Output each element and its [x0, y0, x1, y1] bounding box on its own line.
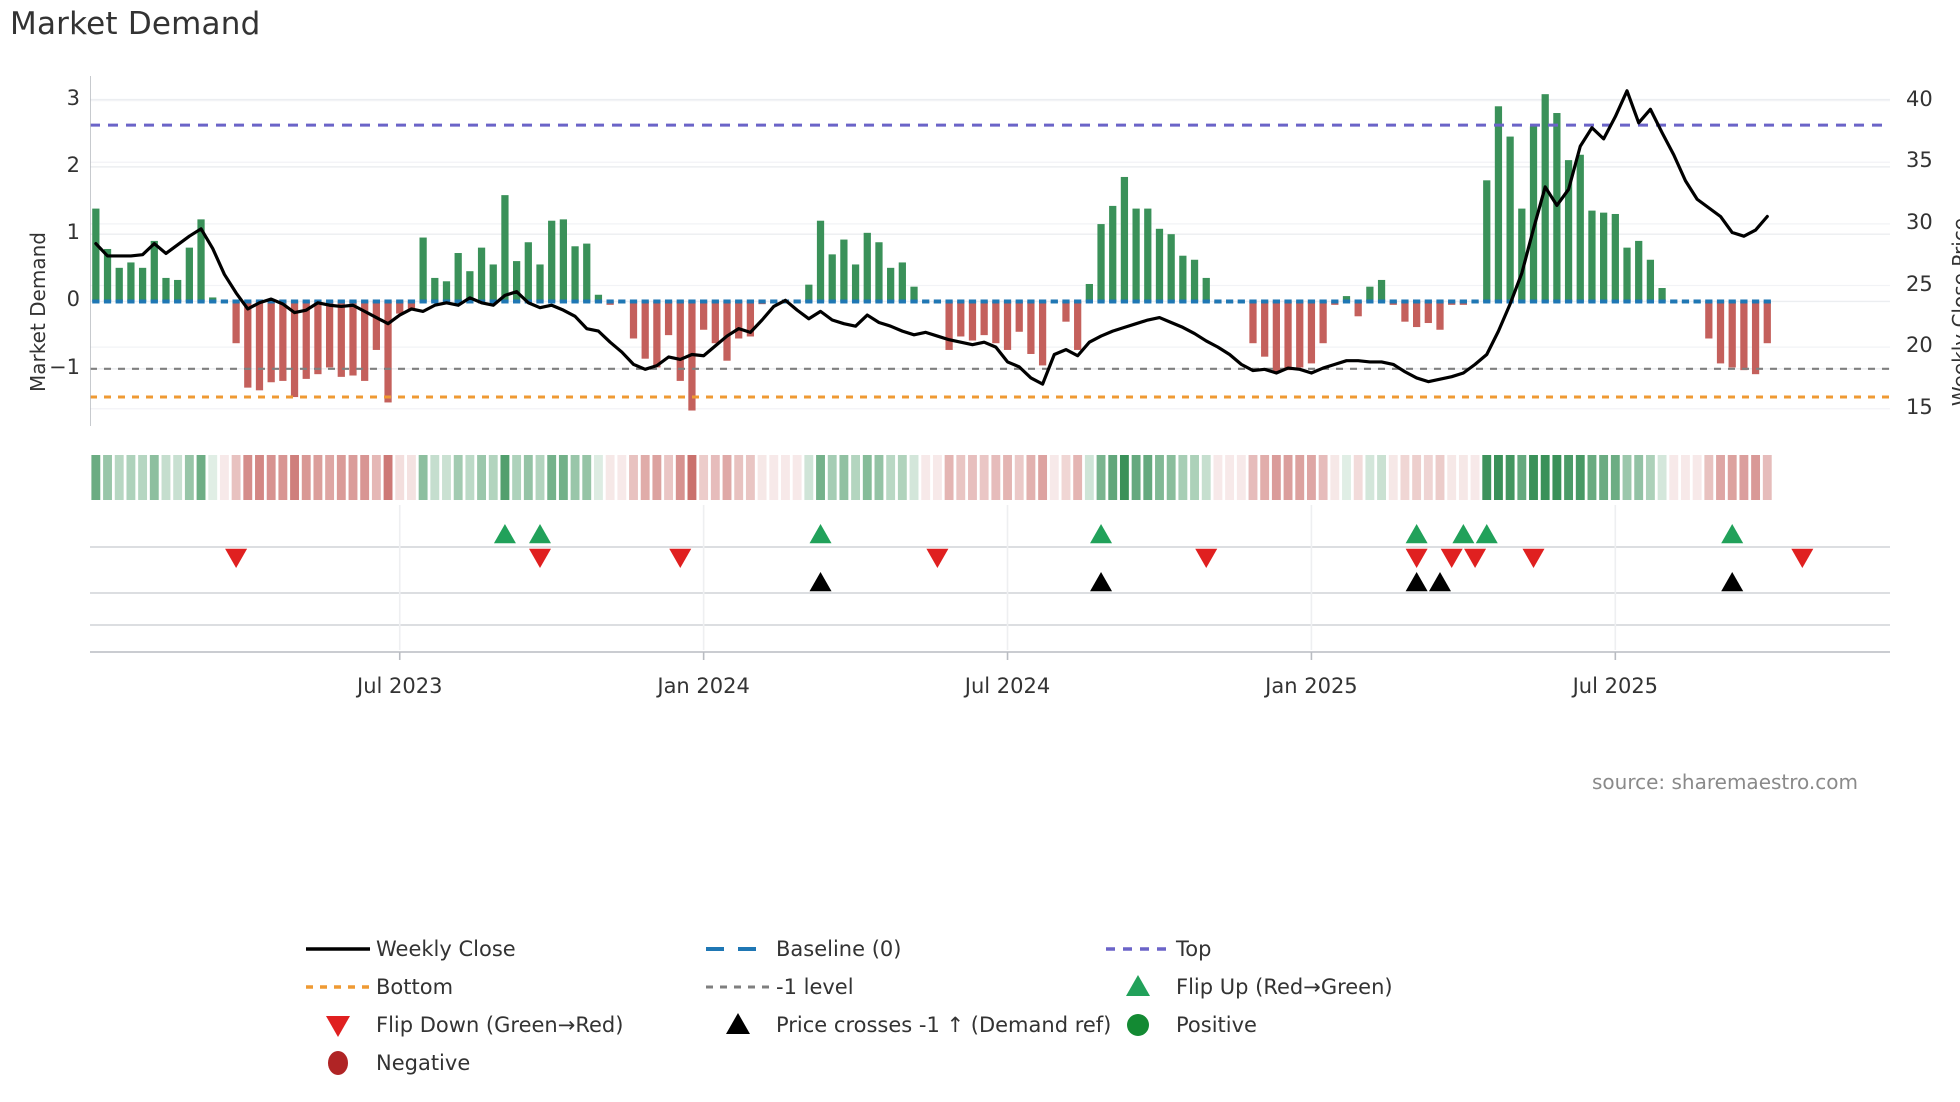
y-tick-left: 0	[66, 287, 80, 312]
legend-row: Bottom -1 level Flip Up (Red→Green)	[300, 968, 1620, 1006]
y-tick-right: 25	[1906, 271, 1933, 296]
y-tick-right: 20	[1906, 333, 1933, 358]
legend-label: Negative	[376, 1051, 471, 1075]
legend-label: Top	[1176, 937, 1212, 961]
x-tick-label: Jul 2023	[357, 674, 443, 698]
y-tick-right: 15	[1906, 394, 1933, 419]
chart-legend: Weekly Close Baseline (0) Top Bottom -1 leve…	[300, 930, 1620, 1082]
legend-item[interactable]: Negative	[300, 1044, 700, 1082]
legend-label: Flip Down (Green→Red)	[376, 1013, 624, 1037]
demand-heatmap-strip	[90, 455, 1890, 500]
x-tick-label: Jan 2025	[1265, 674, 1358, 698]
x-axis-svg	[90, 651, 1890, 660]
legend-item[interactable]: Baseline (0)	[700, 930, 1100, 968]
y-tick-left: 1	[66, 220, 80, 245]
main-plot-area	[90, 76, 1890, 426]
y-tick-right: 35	[1906, 148, 1933, 173]
dotted-line-purple-icon	[1100, 930, 1176, 968]
source-attribution: source: sharemaestro.com	[1592, 770, 1858, 794]
dotted-line-orange-icon	[300, 968, 376, 1006]
triangle-up-green-icon	[1100, 968, 1176, 1006]
signal-markers-panel	[90, 505, 1890, 650]
legend-item[interactable]: Flip Down (Green→Red)	[300, 1006, 700, 1044]
triangle-up-black-icon	[700, 1006, 776, 1044]
x-tick-label: Jan 2024	[657, 674, 750, 698]
x-axis: Jul 2023 Jan 2024 Jul 2024 Jan 2025 Jul 2025	[90, 650, 1890, 710]
solid-line-black-icon	[300, 930, 376, 968]
y-tick-right: 40	[1906, 86, 1933, 111]
legend-label: Baseline (0)	[776, 937, 902, 961]
dashed-line-blue-icon	[700, 930, 776, 968]
legend-label: -1 level	[776, 975, 854, 999]
legend-item[interactable]: Flip Up (Red→Green)	[1100, 968, 1520, 1006]
legend-label: Bottom	[376, 975, 454, 999]
triangle-down-red-icon	[300, 1006, 376, 1044]
circle-green-icon	[1100, 1006, 1176, 1044]
legend-label: Weekly Close	[376, 937, 516, 961]
y-tick-left: −1	[49, 354, 80, 379]
legend-item[interactable]: -1 level	[700, 968, 1100, 1006]
legend-row: Flip Down (Green→Red) Price crosses -1 ↑ …	[300, 1006, 1620, 1044]
x-tick-label: Jul 2025	[1572, 674, 1659, 698]
legend-item[interactable]: Price crosses -1 ↑ (Demand ref)	[700, 1006, 1111, 1044]
dotted-line-gray-icon	[700, 968, 776, 1006]
legend-row: Negative	[300, 1044, 1620, 1082]
circle-darkred-icon	[300, 1044, 376, 1082]
page-title: Market Demand	[10, 6, 261, 42]
legend-label: Positive	[1176, 1013, 1257, 1037]
legend-item[interactable]: Positive	[1100, 1006, 1520, 1044]
legend-item[interactable]: Top	[1100, 930, 1520, 968]
legend-item[interactable]: Bottom	[300, 968, 700, 1006]
heatmap-svg	[91, 455, 1772, 500]
y-tick-right: 30	[1906, 209, 1933, 234]
x-tick-label: Jul 2024	[964, 674, 1051, 698]
y-tick-left: 2	[66, 152, 80, 177]
legend-row: Weekly Close Baseline (0) Top	[300, 930, 1620, 968]
y-tick-left: 3	[66, 85, 80, 110]
legend-label: Flip Up (Red→Green)	[1176, 975, 1393, 999]
legend-label: Price crosses -1 ↑ (Demand ref)	[776, 1013, 1112, 1037]
markers-svg	[90, 505, 1890, 650]
legend-item[interactable]: Weekly Close	[300, 930, 700, 968]
plot-svg	[90, 76, 1890, 426]
